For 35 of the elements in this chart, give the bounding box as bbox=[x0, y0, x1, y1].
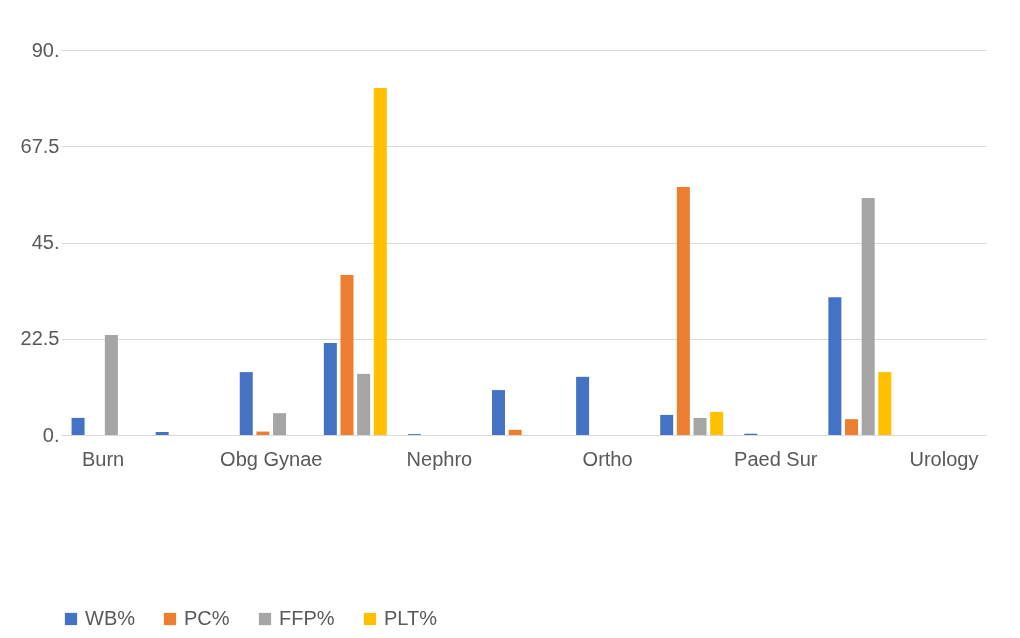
x-tick-label: Nephro bbox=[406, 447, 473, 470]
bar bbox=[104, 334, 118, 435]
bar bbox=[357, 373, 371, 435]
x-tick-label: Paed Sur bbox=[734, 447, 818, 470]
bar bbox=[676, 186, 690, 435]
legend-label: PC% bbox=[184, 607, 230, 629]
legend-label: FFP% bbox=[279, 607, 335, 629]
bar bbox=[373, 88, 387, 435]
y-tick-label: 45. bbox=[31, 231, 60, 253]
bar bbox=[71, 417, 85, 435]
bar bbox=[878, 372, 892, 435]
bar bbox=[828, 297, 842, 435]
x-tick-label: Burn bbox=[81, 447, 125, 470]
bar bbox=[273, 413, 287, 435]
bar bbox=[508, 429, 522, 435]
bar bbox=[340, 275, 354, 435]
y-tick-label: 67.5 bbox=[20, 134, 60, 157]
bar bbox=[845, 419, 859, 435]
bar bbox=[155, 432, 169, 435]
bar bbox=[239, 372, 253, 435]
legend-label: PLT% bbox=[384, 607, 438, 629]
y-tick-label: 90. bbox=[31, 38, 60, 61]
bar bbox=[323, 343, 337, 435]
x-tick-label: Obg Gynae bbox=[220, 447, 323, 470]
bar bbox=[693, 417, 707, 435]
y-tick-label: 0. bbox=[42, 423, 60, 446]
x-tick-label: Urology bbox=[909, 447, 979, 470]
bar bbox=[710, 411, 724, 435]
bar bbox=[492, 390, 506, 435]
y-tick-label: 22.5 bbox=[20, 327, 60, 350]
legend-label: WB% bbox=[85, 607, 136, 629]
bar bbox=[861, 198, 875, 435]
x-tick-label: Ortho bbox=[582, 447, 633, 470]
bar bbox=[660, 414, 674, 435]
bar bbox=[576, 376, 590, 435]
